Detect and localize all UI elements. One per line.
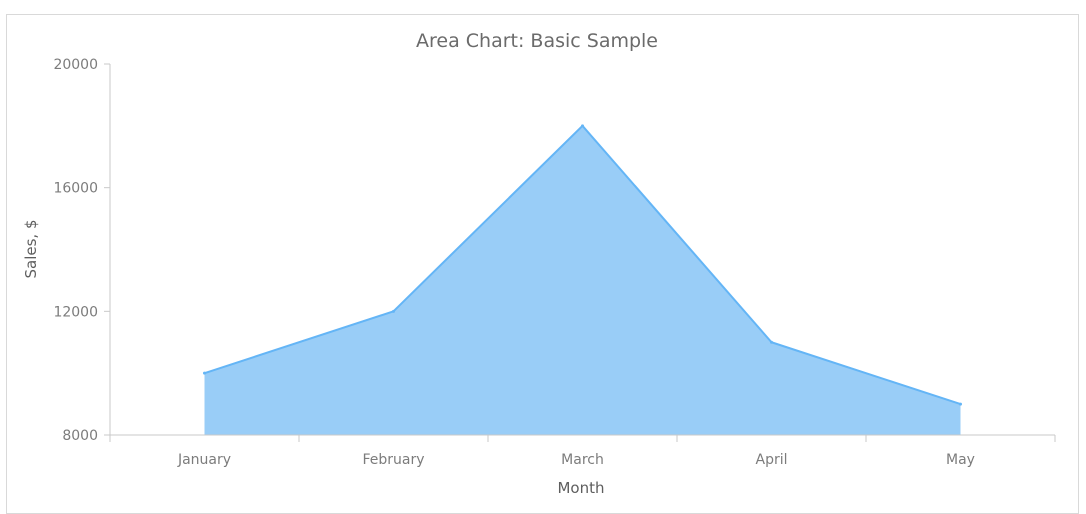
data-points xyxy=(203,124,962,406)
data-point-may xyxy=(959,402,962,406)
y-axis-ticks: 8000 12000 16000 20000 xyxy=(53,57,110,444)
y-tick-label: 12000 xyxy=(53,304,98,320)
y-tick-label: 8000 xyxy=(62,428,98,444)
x-axis-title: Month xyxy=(557,479,604,497)
chart-title: Area Chart: Basic Sample xyxy=(416,30,658,52)
data-point-april xyxy=(770,340,773,344)
data-point-january xyxy=(203,371,206,375)
x-tick-label: February xyxy=(362,452,424,468)
y-tick-label: 16000 xyxy=(53,181,98,197)
x-axis-ticks: January February March April May xyxy=(109,435,1056,468)
data-point-march xyxy=(581,124,584,128)
y-axis-title: Sales, $ xyxy=(22,219,40,278)
y-tick-label: 20000 xyxy=(53,57,98,73)
data-point-february xyxy=(392,309,395,313)
x-tick-label: April xyxy=(756,452,788,468)
area-series-fill xyxy=(204,125,961,435)
x-tick-label: March xyxy=(561,452,604,468)
x-tick-label: May xyxy=(946,452,975,468)
x-tick-label: January xyxy=(177,452,231,468)
